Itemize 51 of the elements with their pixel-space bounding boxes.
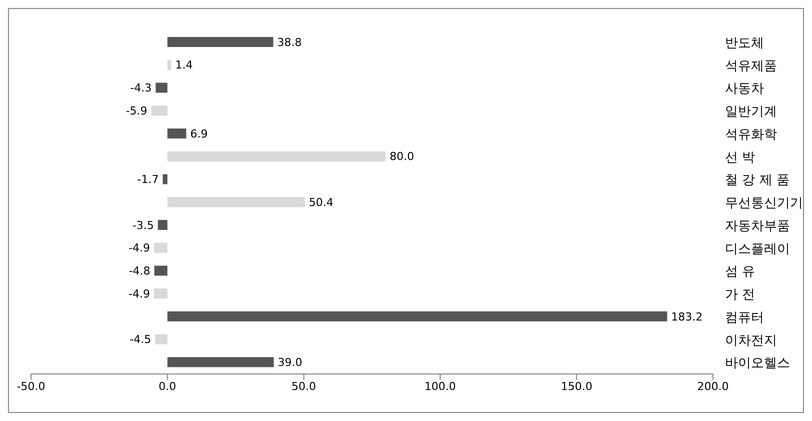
x-tick-label: 200.0 [697,380,729,393]
bar [154,242,168,253]
bar [151,106,168,116]
y-tick-label: 일반기계 [725,104,777,120]
data-label: -4.9 [128,242,150,255]
x-tick-label: 50.0 [292,380,316,393]
bar [156,82,168,93]
y-tick-label: 섬 유 [725,264,756,280]
bar [154,288,168,299]
x-tick-label: -50.0 [16,380,46,393]
y-tick-label: 석유제품 [725,58,777,74]
y-tick-label: 철 강 제 품 [725,173,790,188]
data-label: 1.4 [175,58,193,72]
bar [167,37,274,47]
y-tick-label: 반도체 [725,36,764,51]
bar [154,266,168,276]
data-label: -3.5 [132,218,154,232]
data-label: 183.2 [671,310,703,324]
x-tick-label: 0.0 [158,380,176,393]
y-tick-label: 자동차부품 [725,218,790,234]
data-label: 38.8 [277,36,302,49]
bar [167,151,386,162]
data-label: 80.0 [390,150,414,164]
y-tick-label: 컴퓨터 [725,310,764,326]
y-tick-label: 디스플레이 [725,242,790,257]
x-tick-label: 150.0 [560,380,592,393]
data-label: 6.9 [190,127,208,140]
bar [167,311,668,322]
data-label: -4.8 [128,264,150,278]
bar [167,197,305,208]
bar [167,60,172,70]
data-label: 39.0 [278,356,302,369]
y-tick-label: 가 전 [725,288,756,303]
y-tick-label: 무선통신기기 [725,196,803,212]
bar [167,128,186,138]
y-tick-label: 바이오헬스 [725,356,790,372]
data-label: -4.5 [130,333,152,346]
y-tick-label: 이차전지 [725,333,777,348]
x-tick-label: 100.0 [424,380,456,393]
data-label: -4.9 [128,287,150,300]
data-label: -1.7 [137,173,159,186]
data-label: 50.4 [308,196,334,209]
bar [158,220,168,230]
data-label: -4.3 [130,82,152,95]
y-tick-label: 석유화학 [725,127,777,142]
bar [167,357,274,368]
bar [162,174,168,184]
y-tick-label: 선 박 [725,150,756,166]
bar [155,334,168,344]
data-label: -5.9 [126,104,148,118]
y-tick-label: 사동차 [725,82,764,97]
